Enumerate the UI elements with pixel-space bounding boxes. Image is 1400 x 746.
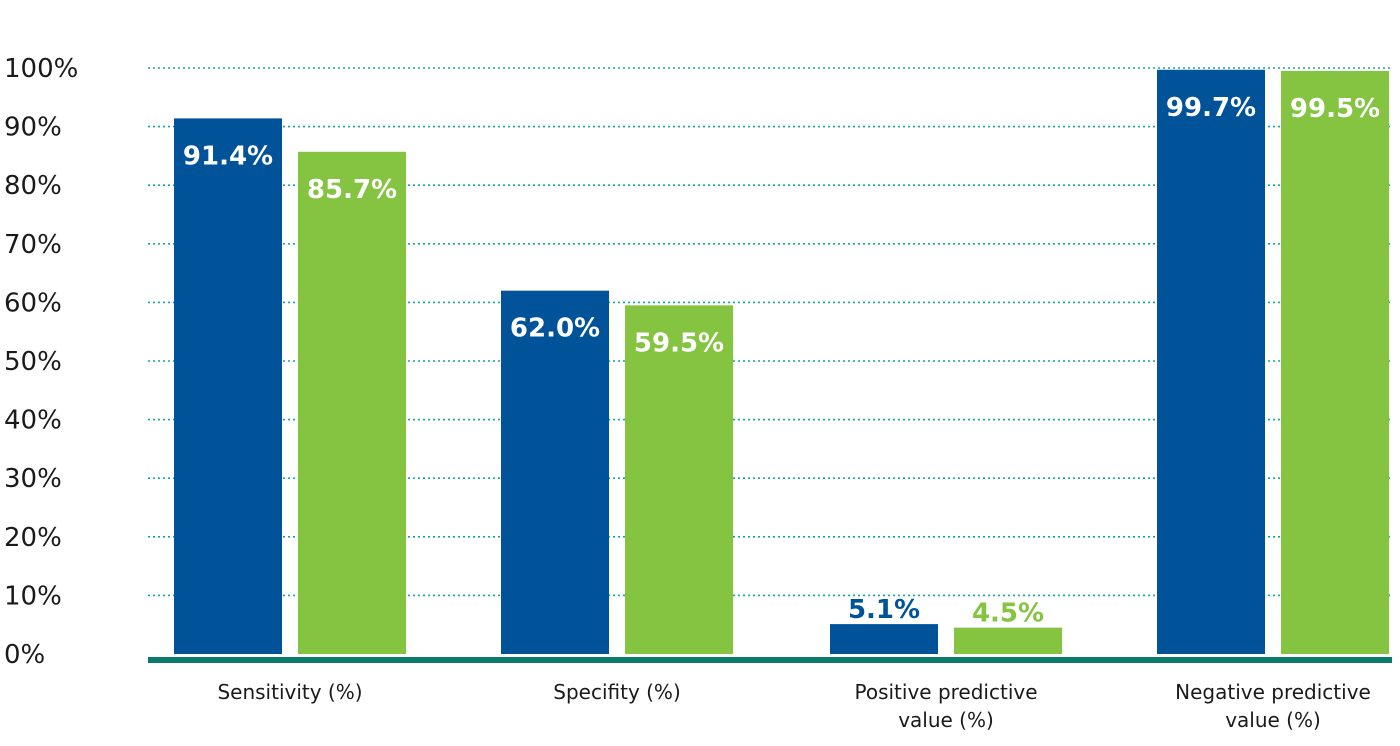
bar <box>174 118 282 654</box>
data-label: 4.5% <box>972 599 1044 629</box>
data-label: 91.4% <box>183 141 273 171</box>
bar <box>830 624 938 654</box>
data-labels: 91.4% 62.0% 5.1% 99.7% 85.7% 59.5% 4.5% 99.5% <box>183 93 1380 629</box>
x-category-line: value (%) <box>898 708 994 732</box>
data-label: 5.1% <box>848 595 920 625</box>
x-category-label: Specifity (%) <box>553 680 681 704</box>
bar <box>1157 69 1265 655</box>
y-tick-label: 20% <box>4 523 62 553</box>
x-category-line: Sensitivity (%) <box>217 680 362 704</box>
bar <box>1281 70 1389 655</box>
data-label: 99.7% <box>1166 93 1256 123</box>
data-label: 85.7% <box>307 175 397 205</box>
bar <box>954 627 1062 654</box>
y-tick-label: 90% <box>4 113 62 143</box>
y-tick-label: 60% <box>4 288 62 318</box>
y-tick-label: 70% <box>4 230 62 260</box>
data-label: 99.5% <box>1290 94 1380 124</box>
y-tick-label: 40% <box>4 406 62 436</box>
bar <box>625 305 733 654</box>
x-category-line: Positive predictive <box>854 680 1037 704</box>
y-axis-ticks: 0% 10% 20% 30% 40% 50% 60% 70% 80% 90% 100% <box>4 54 78 670</box>
y-tick-label: 80% <box>4 171 62 201</box>
y-tick-label: 10% <box>4 581 62 611</box>
x-category-label: Sensitivity (%) <box>217 680 362 704</box>
x-axis-categories: Sensitivity (%) Specifity (%) Positive pre… <box>217 680 1370 732</box>
y-tick-label: 100% <box>4 54 78 84</box>
y-tick-label: 30% <box>4 464 62 494</box>
x-category-line: value (%) <box>1225 708 1321 732</box>
y-tick-label: 50% <box>4 347 62 377</box>
y-tick-label: 0% <box>4 640 45 670</box>
data-label: 62.0% <box>510 314 600 344</box>
data-label: 59.5% <box>634 328 724 358</box>
x-category-line: Negative predictive <box>1175 680 1371 704</box>
x-category-label: Negative predictive value (%) <box>1175 680 1371 732</box>
x-category-label: Positive predictive value (%) <box>854 680 1037 732</box>
x-category-line: Specifity (%) <box>553 680 681 704</box>
bars <box>174 69 1389 655</box>
bar <box>501 290 609 654</box>
bar <box>298 151 406 654</box>
